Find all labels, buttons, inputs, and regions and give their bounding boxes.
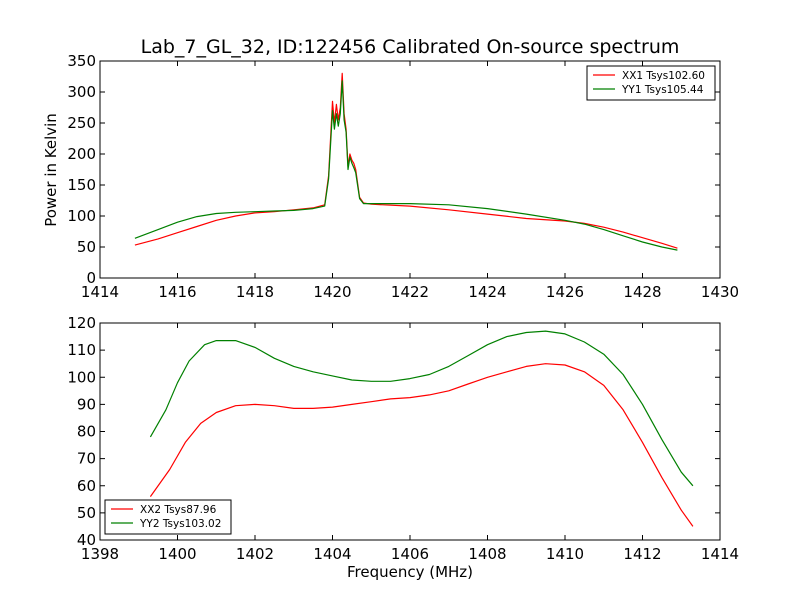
x-tick-label: 1430	[701, 283, 739, 301]
y-tick-label: 110	[67, 341, 96, 359]
legend: XX2 Tsys87.96 YY2 Tsys103.02	[104, 499, 232, 535]
chart-title: Lab_7_GL_32, ID:122456 Calibrated On-sou…	[141, 36, 680, 58]
x-tick-label: 1402	[236, 545, 274, 563]
y-tick-label: 100	[67, 207, 96, 225]
y-tick-label: 50	[77, 504, 96, 522]
x-tick-label: 1418	[236, 283, 274, 301]
x-tick-label: 1426	[546, 283, 584, 301]
y-tick-label: 70	[77, 450, 96, 468]
y-tick-label: 300	[67, 83, 96, 101]
x-tick-label: 1406	[391, 545, 429, 563]
legend: XX1 Tsys102.60 YY1 Tsys105.44	[586, 65, 716, 101]
legend-label: YY1 Tsys105.44	[621, 84, 704, 96]
x-tick-label: 1416	[158, 283, 196, 301]
x-tick-label: 1404	[313, 545, 351, 563]
y-tick-label: 100	[67, 368, 96, 386]
y-axis-label-top: Power in Kelvin	[42, 113, 60, 227]
y-tick-label: 40	[77, 531, 96, 549]
y-tick-label: 150	[67, 176, 96, 194]
legend-label: XX1 Tsys102.60	[622, 70, 705, 82]
x-tick-label: 1400	[158, 545, 196, 563]
y-tick-label: 350	[67, 52, 96, 70]
x-tick-label: 1398	[81, 545, 119, 563]
x-tick-label: 1424	[468, 283, 506, 301]
series-line-yy2	[149, 330, 694, 487]
y-tick-label: 50	[77, 238, 96, 256]
x-axis-label-bottom: Frequency (MHz)	[347, 563, 473, 581]
x-tick-label: 1422	[391, 283, 429, 301]
x-tick-label: 1408	[468, 545, 506, 563]
x-tick-label: 1412	[623, 545, 661, 563]
legend-box	[104, 499, 232, 535]
x-tick-label: 1414	[81, 283, 119, 301]
x-tick-label: 1410	[546, 545, 584, 563]
y-tick-label: 90	[77, 395, 96, 413]
x-tick-label: 1428	[623, 283, 661, 301]
y-tick-label: 0	[86, 269, 96, 287]
y-tick-label: 200	[67, 145, 96, 163]
y-tick-label: 80	[77, 423, 96, 441]
bottom-plot-panel: 1398 1400 1402 1404 1406 1408 1410 1412 1414 40 50…	[67, 314, 739, 563]
x-tick-label: 1420	[313, 283, 351, 301]
y-tick-label: 60	[77, 477, 96, 495]
legend-box	[586, 65, 716, 101]
y-tick-label: 120	[67, 314, 96, 332]
x-tick-label: 1414	[701, 545, 739, 563]
legend-label: YY2 Tsys103.02	[139, 518, 221, 530]
top-plot-panel: 1414 1416 1418 1420 1422 1424 1426 1428 1430 0 50 1…	[67, 52, 739, 301]
legend-label: XX2 Tsys87.96	[140, 504, 217, 516]
series-line-yy1	[134, 80, 678, 251]
series-line-xx2	[149, 363, 694, 527]
y-tick-label: 250	[67, 114, 96, 132]
